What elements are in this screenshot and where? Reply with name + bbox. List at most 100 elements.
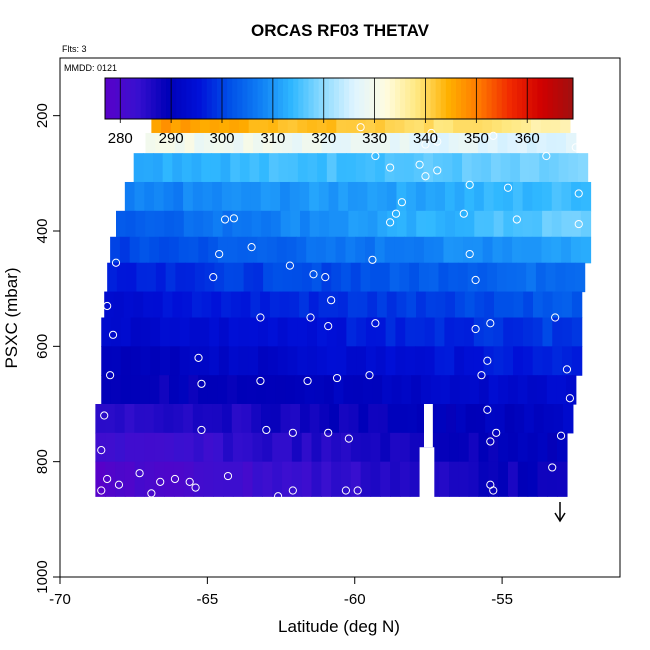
heatmap-cell xyxy=(367,291,378,319)
data-point-marker xyxy=(489,131,498,140)
colorbar-segment xyxy=(160,78,167,119)
data-point-marker xyxy=(548,463,557,472)
heatmap-cell xyxy=(248,346,259,376)
heatmap-cell xyxy=(307,346,318,376)
heatmap-cell xyxy=(385,317,396,347)
heatmap-cell xyxy=(539,153,550,183)
heatmap-cell xyxy=(243,262,254,293)
data-point-marker xyxy=(332,373,342,383)
y-axis-ticks: 200 400 600 800 1000 xyxy=(34,103,60,594)
heatmap-cell xyxy=(472,236,484,264)
colorbar-segment xyxy=(532,78,538,119)
colorbar-segment xyxy=(196,78,203,119)
heatmap-cell xyxy=(526,262,537,293)
heatmap-cell xyxy=(404,153,415,183)
data-point-marker xyxy=(309,270,318,279)
heatmap-cell xyxy=(517,432,529,463)
colorbar-segment xyxy=(211,78,218,119)
data-point-marker xyxy=(229,214,238,223)
colorbar-segment xyxy=(501,78,508,119)
heatmap-cell xyxy=(358,210,369,238)
colorbar-segment xyxy=(359,78,365,119)
heatmap-cell xyxy=(172,153,183,183)
heatmap-cell xyxy=(209,115,221,134)
heatmap-cell xyxy=(449,461,460,497)
heatmap-cell xyxy=(516,262,527,293)
heatmap-cell xyxy=(504,404,515,434)
heatmap-cell xyxy=(262,132,274,154)
heatmap-cell xyxy=(259,153,270,183)
heatmap-cell xyxy=(257,236,268,264)
heatmap-cell xyxy=(449,432,460,463)
heatmap-cell xyxy=(454,181,465,212)
heatmap-cell xyxy=(116,262,128,293)
colorbar-segment xyxy=(257,78,264,119)
heatmap-cell xyxy=(123,291,135,319)
colorbar-segment xyxy=(186,78,192,119)
colorbar-segment xyxy=(369,78,376,119)
heatmap-cell xyxy=(294,375,306,405)
heatmap-cell xyxy=(548,153,560,183)
colorbar-segment xyxy=(420,78,426,119)
heatmap-cell xyxy=(134,404,145,434)
data-point-marker xyxy=(256,313,265,322)
heatmap-cell xyxy=(307,115,318,134)
heatmap-cell xyxy=(389,132,401,154)
heatmap-cell xyxy=(282,262,293,293)
heatmap-cell xyxy=(474,210,485,238)
y-tick-label: 800 xyxy=(34,449,51,474)
heatmap-cell xyxy=(251,210,262,238)
heatmap-cell xyxy=(377,181,388,212)
heatmap-cell xyxy=(192,181,204,212)
data-gap xyxy=(419,447,435,500)
heatmap-cell xyxy=(260,291,271,319)
heatmap-cell xyxy=(140,317,151,347)
data-point-marker xyxy=(471,275,480,285)
heatmap-cell xyxy=(136,262,147,293)
heatmap-cell xyxy=(243,132,254,154)
heatmap-cell xyxy=(161,115,172,134)
heatmap-cell xyxy=(299,181,310,212)
colorbar-tick-label: 310 xyxy=(260,130,285,147)
data-point-marker xyxy=(371,151,380,161)
colorbar-segment xyxy=(227,78,233,119)
heatmap-cell xyxy=(133,153,144,183)
heatmap-cell xyxy=(533,404,545,434)
heatmap-cell xyxy=(436,404,447,434)
data-point-marker xyxy=(565,394,574,403)
heatmap-cell xyxy=(365,346,377,376)
data-point-marker xyxy=(433,166,442,175)
heatmap-cell xyxy=(179,346,191,376)
heatmap-cell xyxy=(311,262,323,293)
heatmap-cell xyxy=(542,181,553,212)
heatmap-cell xyxy=(377,404,389,434)
heatmap-cell xyxy=(423,153,434,183)
heatmap-cell xyxy=(336,346,347,376)
heatmap-cell xyxy=(513,346,524,376)
heatmap-cell xyxy=(174,210,185,238)
heatmap-cell xyxy=(153,404,165,434)
heatmap-cell xyxy=(247,236,258,264)
heatmap-cell xyxy=(329,404,340,434)
y-tick-label: 1000 xyxy=(34,560,51,593)
heatmap-cell xyxy=(113,291,125,319)
heatmap-cell xyxy=(517,375,528,405)
colorbar-segment xyxy=(567,78,574,119)
heatmap-cell xyxy=(209,346,220,376)
heatmap-cell xyxy=(272,432,283,463)
data-point-marker xyxy=(465,180,474,189)
heatmap-cell xyxy=(435,291,446,319)
heatmap-cell xyxy=(391,375,403,405)
heatmap-cell xyxy=(191,291,203,319)
heatmap-cell xyxy=(380,262,391,293)
heatmap-cell xyxy=(250,181,262,212)
data-point-marker xyxy=(551,313,560,322)
heatmap-cell xyxy=(396,181,407,212)
heatmap-cell xyxy=(277,115,289,134)
heatmap-cell xyxy=(424,346,436,376)
heatmap-cell xyxy=(380,432,391,463)
heatmap-cell xyxy=(105,432,116,463)
heatmap-cell xyxy=(492,236,503,264)
data-point-marker xyxy=(324,322,333,331)
colorbar-segment xyxy=(293,78,299,119)
